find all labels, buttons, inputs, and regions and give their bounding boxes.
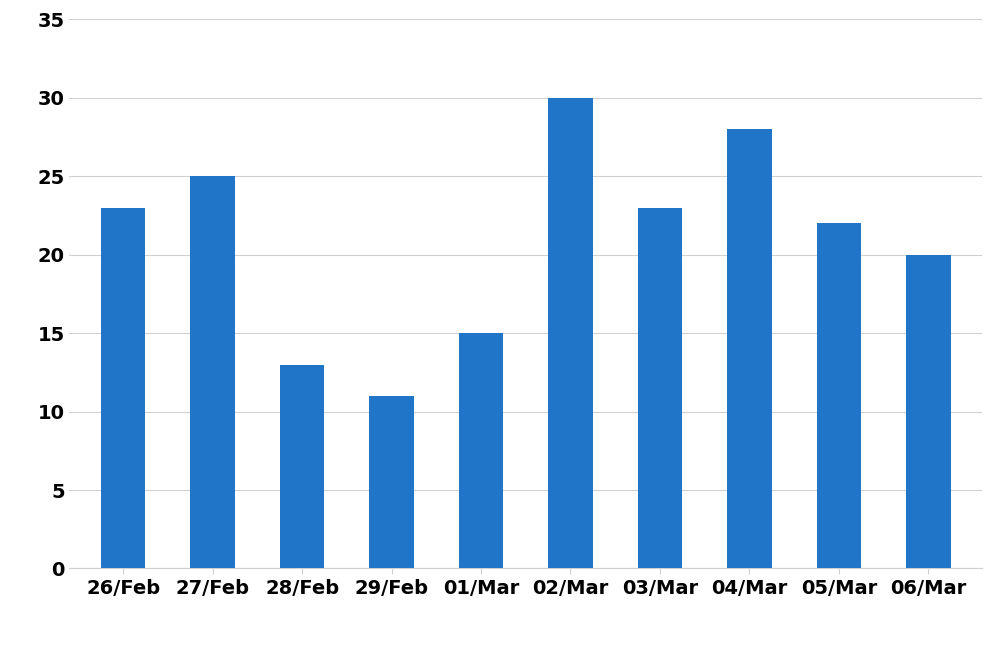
Bar [190, 176, 235, 568]
Bar [458, 333, 503, 568]
Bar [280, 364, 324, 568]
Bar [816, 224, 861, 568]
Bar [549, 98, 593, 568]
Bar [727, 129, 772, 568]
Bar [101, 207, 146, 568]
Bar [369, 396, 414, 568]
Bar [638, 207, 682, 568]
Bar [906, 255, 950, 568]
